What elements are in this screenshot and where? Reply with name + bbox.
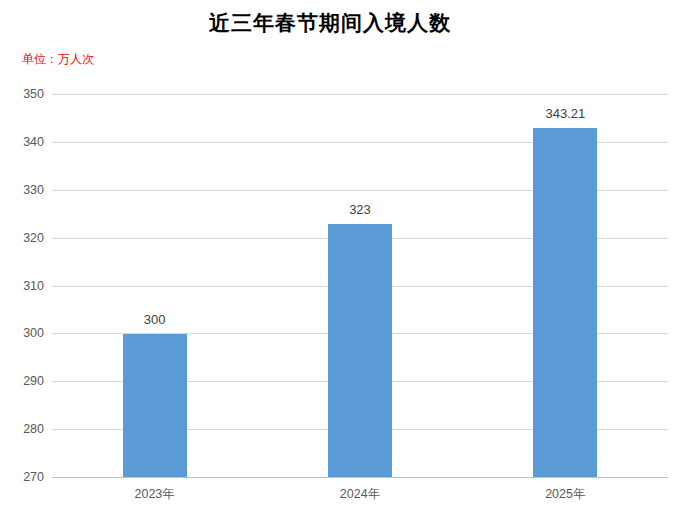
bar (533, 128, 597, 477)
bar-value-label: 343.21 (505, 106, 625, 121)
bar-value-label: 300 (95, 312, 215, 327)
y-axis-tick-label: 320 (12, 231, 44, 245)
y-axis-tick-label: 330 (12, 183, 44, 197)
y-axis-tick-label: 280 (12, 422, 44, 436)
y-axis-tick-label: 350 (12, 87, 44, 101)
y-axis-tick-label: 290 (12, 374, 44, 388)
y-axis-tick-label: 300 (12, 326, 44, 340)
y-axis-tick-label: 270 (12, 470, 44, 484)
bar-chart: 近三年春节期间入境人数 单位：万人次 270280290300310320330… (0, 0, 688, 515)
x-axis-label: 2024年 (300, 486, 420, 503)
gridline (52, 94, 668, 95)
x-axis-line (52, 477, 668, 478)
x-axis-label: 2023年 (95, 486, 215, 503)
plot-area: 2702802903003103203303403503002023年32320… (52, 94, 668, 477)
x-axis-label: 2025年 (505, 486, 625, 503)
bar-value-label: 323 (300, 202, 420, 217)
y-axis-tick-label: 340 (12, 135, 44, 149)
bar (123, 334, 187, 477)
chart-title: 近三年春节期间入境人数 (0, 9, 660, 37)
y-axis-tick-label: 310 (12, 279, 44, 293)
unit-label: 单位：万人次 (22, 51, 94, 68)
bar (328, 224, 392, 477)
